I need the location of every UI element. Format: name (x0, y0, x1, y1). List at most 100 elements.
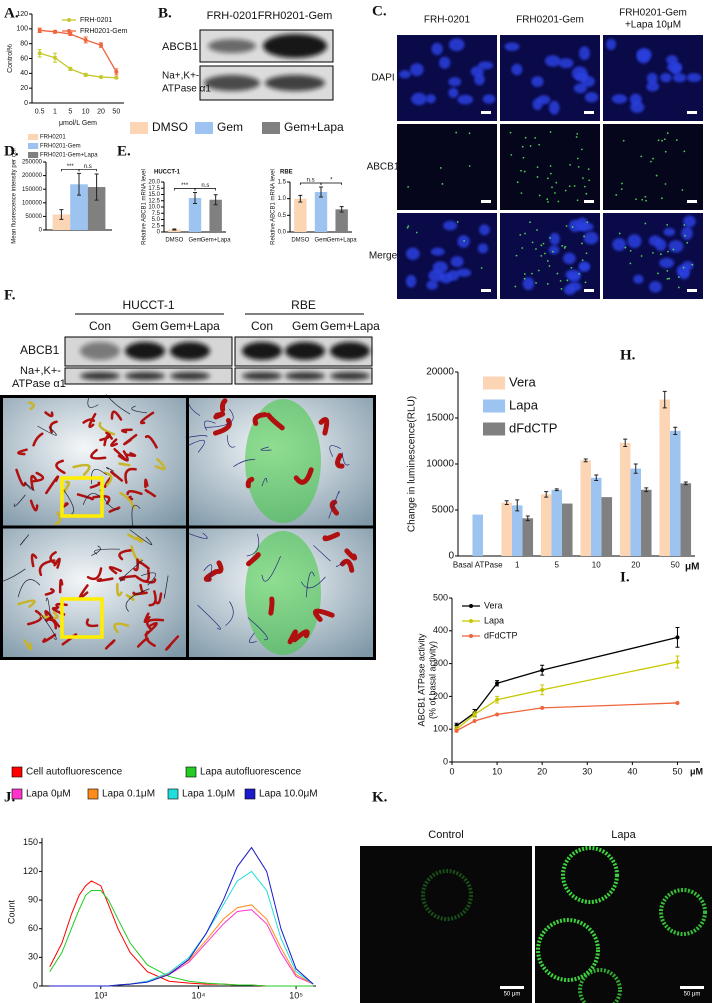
y-axis-label: Count (6, 900, 16, 925)
y-axis-label: Control% (7, 44, 14, 73)
ribbon (108, 506, 121, 513)
y-axis-label: (% of basal activity) (427, 641, 437, 719)
ribbon (335, 453, 345, 469)
scale-bar (584, 111, 594, 114)
signal (515, 254, 518, 257)
y-tick-label: 10000 (426, 459, 454, 470)
ribbon (44, 610, 61, 628)
coil (17, 579, 41, 598)
nucleus (659, 257, 675, 268)
group-label: RBE (291, 298, 316, 312)
ribbon (292, 629, 310, 643)
scale-bar (584, 200, 594, 203)
signal (560, 288, 563, 290)
bar (52, 214, 71, 230)
ribbon (215, 560, 224, 575)
y-tick-label: 0.0 (278, 230, 287, 236)
legend-swatch (28, 134, 39, 140)
binding-surface (245, 531, 321, 655)
nucleus (579, 262, 590, 272)
nucleus (649, 281, 662, 293)
signal (480, 267, 483, 269)
ribbon (108, 565, 122, 575)
nucleus (577, 222, 594, 232)
signal (576, 199, 579, 202)
blot-band (204, 75, 260, 91)
ribbon (124, 467, 137, 484)
bar (641, 489, 652, 556)
error-bar (662, 390, 667, 409)
scale-bar (687, 200, 697, 203)
ribbon (312, 608, 335, 622)
signal (661, 139, 664, 142)
signal (660, 197, 663, 200)
ribbon (318, 417, 330, 436)
x-tick-label: 0.5 (35, 108, 45, 115)
column-label: FRH0201-Gem (619, 8, 687, 19)
nucleus (504, 42, 520, 51)
bar (511, 505, 523, 556)
signal (564, 189, 567, 192)
coil (204, 408, 234, 428)
marker (99, 75, 103, 80)
ribbon (154, 458, 166, 471)
blot-band (330, 372, 370, 380)
signal (554, 192, 556, 194)
error-bar (525, 515, 530, 522)
significance-label: * (330, 178, 333, 184)
ribbon (118, 462, 131, 467)
ribbon (96, 577, 114, 582)
y-axis-label: ABCB1 ATPase activity (416, 633, 426, 726)
ribbon (143, 612, 151, 623)
ribbon (113, 622, 130, 634)
error-bar (644, 487, 649, 493)
bar (669, 430, 681, 556)
ribbon (133, 558, 139, 572)
highlight-box (60, 597, 104, 639)
signal (547, 200, 549, 203)
nucleus (565, 269, 582, 280)
nucleus (405, 247, 420, 260)
signal (657, 139, 660, 142)
nucleus (578, 46, 590, 61)
ribbon (32, 471, 45, 483)
ribbon (17, 448, 28, 456)
y-tick-label: 50000 (25, 214, 42, 220)
signal (529, 145, 532, 147)
signal (635, 198, 637, 201)
signal (439, 167, 442, 169)
coil (313, 544, 331, 562)
legend-label: FRH0201 (40, 135, 66, 141)
x-tick-label: 10⁵ (289, 990, 303, 1000)
ribbon (78, 584, 89, 599)
y-tick-label: 15000 (426, 413, 454, 424)
ribbon (82, 418, 96, 424)
signal (542, 242, 545, 245)
nucleus (672, 73, 687, 83)
signal (546, 260, 549, 262)
bar (601, 497, 613, 556)
signal (546, 283, 549, 285)
y-tick-label: 200000 (22, 173, 43, 179)
error-bar (623, 438, 628, 448)
ribbon (86, 567, 103, 581)
significance-bracket (320, 182, 343, 185)
micrograph (603, 124, 703, 210)
legend-label: Lapa 0.1μM (102, 789, 155, 800)
x-tick-label: 40 (627, 766, 637, 776)
signal (652, 157, 654, 160)
signal (514, 285, 517, 288)
signal (468, 132, 471, 135)
panel-label: C. (372, 3, 387, 19)
signal (463, 239, 466, 242)
signal (583, 235, 585, 238)
signal (510, 153, 513, 156)
x-tick-label: Basal ATPase (453, 561, 503, 570)
x-tick-label: 20 (97, 108, 105, 115)
lane-label: Gem (292, 319, 318, 333)
signal (524, 136, 527, 139)
error-bar (583, 458, 588, 463)
signal (406, 226, 409, 229)
marker (540, 705, 545, 710)
legend-swatch (244, 788, 256, 800)
